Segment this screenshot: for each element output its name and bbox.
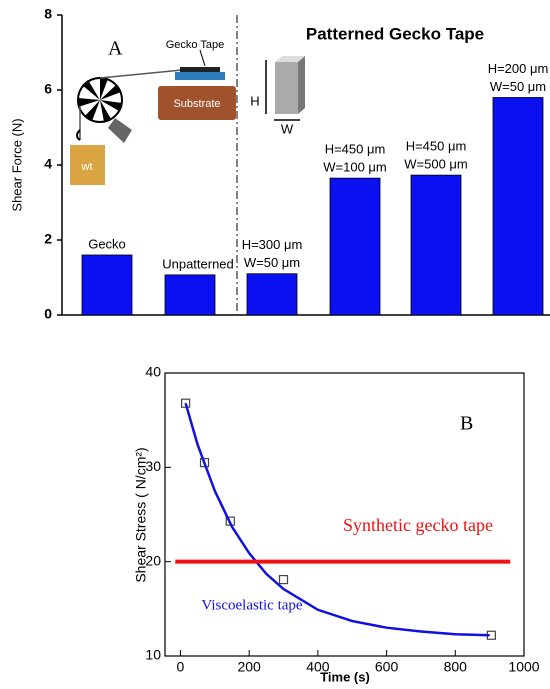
- x-tick-label: 800: [444, 659, 468, 675]
- bar: [81, 254, 133, 316]
- annotation: wt: [81, 161, 93, 173]
- x-tick-label: 400: [306, 659, 330, 675]
- x-tick-label: 200: [237, 659, 261, 675]
- series-label: Synthetic gecko tape: [343, 515, 493, 535]
- bar: [329, 177, 381, 316]
- panel-label: A: [108, 38, 123, 60]
- category-label: W=500 μm: [404, 157, 467, 172]
- inset-apparatus: [70, 49, 305, 185]
- category-label: H=450 μm: [406, 139, 467, 154]
- series-label: Viscoelastic tape: [201, 597, 302, 613]
- y-tick-label: 6: [44, 81, 52, 97]
- chart-title: Patterned Gecko Tape: [306, 24, 484, 43]
- category-label: W=50 μm: [244, 255, 300, 270]
- category-label: Gecko: [88, 236, 126, 251]
- y-tick-label: 20: [145, 552, 161, 568]
- category-label: H=200 μm: [488, 61, 549, 76]
- data-point: [278, 574, 289, 585]
- bar: [410, 174, 462, 316]
- category-label: H=450 μm: [325, 142, 386, 157]
- annotation: Gecko Tape: [166, 39, 225, 51]
- bar: [492, 97, 544, 316]
- plot-frame: [164, 372, 525, 657]
- x-tick-label: 1000: [508, 659, 539, 675]
- y-tick-label: 8: [44, 6, 52, 22]
- category-label: Unpatterned: [162, 256, 234, 271]
- category-label: W=100 μm: [323, 160, 386, 175]
- y-tick-label: 0: [44, 306, 52, 322]
- y-tick-label: 10: [145, 647, 161, 663]
- y-tick-label: 30: [145, 458, 161, 474]
- series-line: [184, 402, 490, 637]
- bar: [164, 274, 216, 316]
- annotation: Substrate: [173, 98, 220, 110]
- category-label: H=300 μm: [242, 237, 303, 252]
- y-axis-label: Shear Stress ( N/cm²): [133, 447, 149, 582]
- category-label: W=50 μm: [490, 79, 546, 94]
- annotation: W: [281, 121, 294, 136]
- panel-label: B: [460, 413, 473, 435]
- x-axis-label: Time (s): [320, 669, 370, 684]
- y-axis-label: Shear Force (N): [9, 118, 24, 211]
- bar: [246, 273, 298, 316]
- annotation: H: [250, 93, 259, 108]
- x-tick-label: 0: [177, 659, 185, 675]
- x-tick-label: 600: [375, 659, 399, 675]
- y-tick-label: 40: [145, 364, 161, 380]
- y-tick-label: 4: [44, 156, 52, 172]
- y-tick-label: 2: [44, 231, 52, 247]
